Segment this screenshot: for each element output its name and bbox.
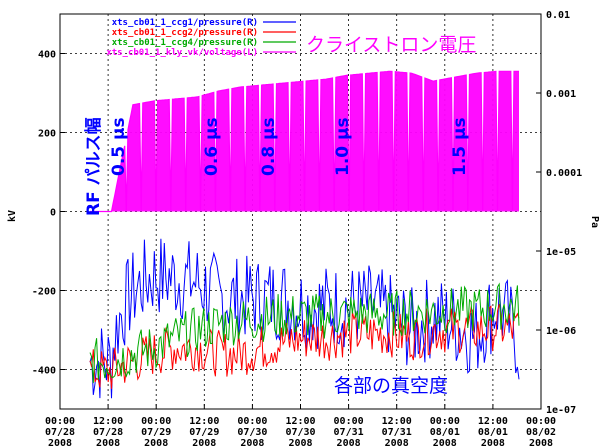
pulse-label-0-8us: 0.8 μs: [259, 117, 279, 176]
y-axis-right-label: Pa: [589, 216, 600, 228]
y-right-tick-label: 1e-06: [546, 326, 576, 337]
y-right-tick-label: 1e-05: [546, 247, 576, 258]
y-right-tick-label: 0.01: [546, 10, 570, 21]
x-tick-label: 12:00 07/31 2008: [382, 416, 412, 448]
x-tick-label: 00:00 07/28 2008: [45, 416, 75, 448]
series-line: [89, 238, 520, 399]
x-tick-label: 00:00 08/01 2008: [430, 416, 460, 448]
x-tick-label: 12:00 08/01 2008: [478, 416, 508, 448]
pulse-label-0-5us: 0.5 μs: [109, 117, 129, 176]
right-axis-ticks: 0.01 0.001 0.0001 1e-05 1e-06 1e-07: [536, 10, 582, 416]
series-line: [89, 282, 520, 384]
y-right-tick-label: 0.0001: [546, 168, 582, 179]
legend-entry-label: xts_cb01_1_kly_vk/voltage(L): [106, 48, 258, 58]
series-line: [89, 303, 520, 389]
y-left-tick-label: 400: [38, 50, 56, 61]
series-area: [90, 71, 519, 212]
x-tick-label: 00:00 07/30 2008: [237, 416, 267, 448]
x-tick-label: 00:00 07/29 2008: [141, 416, 171, 448]
x-tick-label: 00:00 08/02 2008: [526, 416, 556, 448]
pulse-label-0-6us: 0.6 μs: [202, 117, 222, 176]
y-left-tick-label: 0: [50, 208, 56, 219]
y-left-tick-label: -400: [32, 366, 56, 377]
rf-pulse-width-annotation: RF パルス幅: [83, 117, 104, 216]
vacuum-annotation: 各部の真空度: [334, 375, 448, 397]
klystron-voltage-annotation: クライストロン電圧: [306, 34, 476, 56]
series-line: [90, 70, 519, 213]
y-left-tick-label: -200: [32, 287, 56, 298]
legend-entry-label: xts_cb01_1_ccg1/pressure(R): [112, 18, 258, 28]
y-axis-left-label: kV: [7, 210, 18, 222]
x-tick-label: 12:00 07/28 2008: [93, 416, 123, 448]
pulse-label-1-5us: 1.5 μs: [450, 117, 470, 176]
y-right-tick-label: 1e-07: [546, 405, 576, 416]
x-axis-ticks: 00:00 07/28 2008 12:00 07/28 2008 00:00 07/29 20…: [45, 404, 556, 448]
x-tick-label: 00:00 07/31 2008: [334, 416, 364, 448]
x-tick-label: 12:00 07/29 2008: [189, 416, 219, 448]
x-tick-label: 12:00 07/30 2008: [285, 416, 315, 448]
legend-entry-label: xts_cb01_1_ccg4/pressure(R): [112, 38, 258, 48]
legend-entry-label: xts_cb01_1_ccg2/pressure(R): [112, 28, 258, 38]
y-left-tick-label: 200: [38, 129, 56, 140]
series-layer: [89, 70, 520, 399]
legend: xts_cb01_1_ccg1/pressure(R)xts_cb01_1_cc…: [106, 18, 296, 58]
left-axis-ticks: 400 200 0 -200 -400: [32, 50, 65, 377]
y-right-tick-label: 0.001: [546, 89, 576, 100]
pulse-label-1-0us: 1.0 μs: [333, 117, 353, 176]
